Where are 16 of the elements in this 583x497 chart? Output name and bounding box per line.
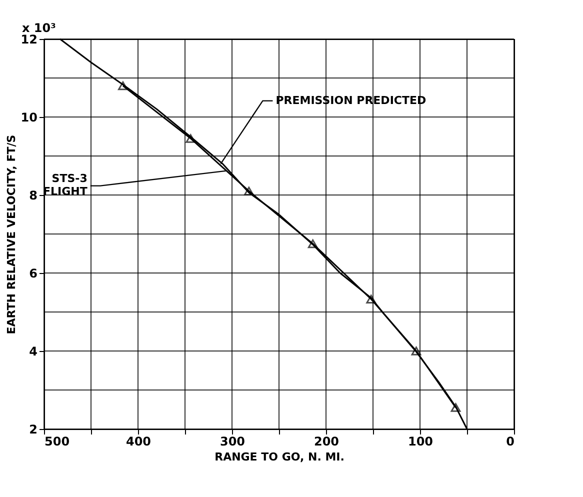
y-tick-label: 12 bbox=[20, 32, 38, 46]
x-tick-label: 500 bbox=[44, 434, 70, 448]
y-tick-label: 8 bbox=[29, 188, 38, 202]
x-tick-label: 100 bbox=[408, 434, 434, 448]
y-axis-title: EARTH RELATIVE VELOCITY, FT/S bbox=[4, 134, 18, 334]
x-tick-label: 0 bbox=[506, 434, 514, 448]
y-tick-label: 10 bbox=[20, 110, 38, 124]
y-tick-label: 2 bbox=[29, 422, 38, 436]
y-tick-label: 4 bbox=[29, 344, 38, 358]
annotation: STS-3 FLIGHT bbox=[43, 172, 88, 198]
y-tick-label: 6 bbox=[29, 266, 38, 280]
x-axis-title: RANGE TO GO, N. MI. bbox=[214, 450, 344, 464]
x-tick-label: 300 bbox=[220, 434, 246, 448]
x-tick-label: 200 bbox=[314, 434, 340, 448]
text: x 10³ bbox=[22, 21, 56, 35]
x-tick-label: 400 bbox=[126, 434, 152, 448]
